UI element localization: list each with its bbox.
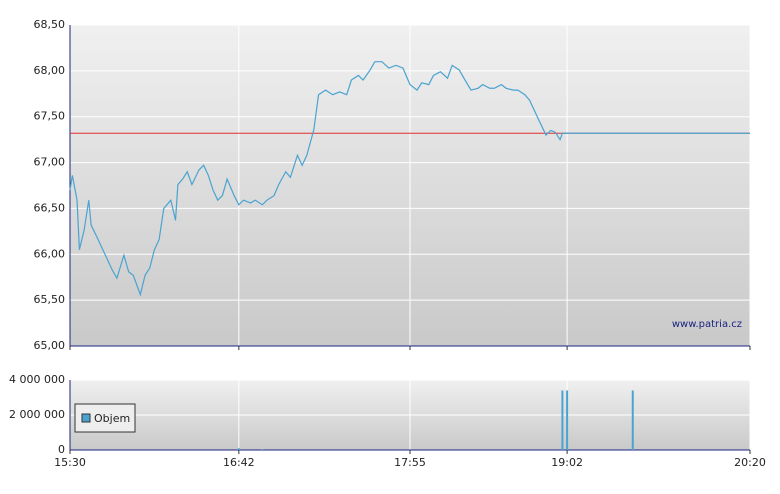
- y-tick-label: 67,00: [34, 156, 66, 169]
- x-tick-label: 16:42: [223, 456, 255, 469]
- volume-bar: [631, 390, 634, 450]
- volume-bar: [261, 449, 264, 450]
- price-line: [69, 61, 750, 297]
- y-tick-label: 66,00: [34, 247, 66, 260]
- volume-bar: [566, 390, 569, 450]
- y-tick-label: 67,50: [34, 110, 66, 123]
- volume-bar: [561, 390, 564, 450]
- y-tick-label: 0: [58, 443, 65, 456]
- watermark: www.patria.cz: [672, 319, 742, 330]
- x-tick-label: 19:02: [551, 456, 583, 469]
- legend-swatch: [81, 413, 91, 423]
- x-tick-label: 17:55: [394, 456, 426, 469]
- y-tick-label: 2 000 000: [9, 408, 65, 421]
- x-tick-label: 15:30: [54, 456, 86, 469]
- x-tick-label: 20:20: [734, 456, 766, 469]
- y-tick-label: 68,00: [34, 64, 66, 77]
- y-tick-label: 65,50: [34, 293, 66, 306]
- y-tick-label: 66,50: [34, 201, 66, 214]
- legend-label: Objem: [94, 412, 130, 425]
- y-tick-label: 68,50: [34, 18, 66, 31]
- y-tick-label: 65,00: [34, 339, 66, 352]
- y-tick-label: 4 000 000: [9, 373, 65, 386]
- volume-bar: [237, 448, 240, 450]
